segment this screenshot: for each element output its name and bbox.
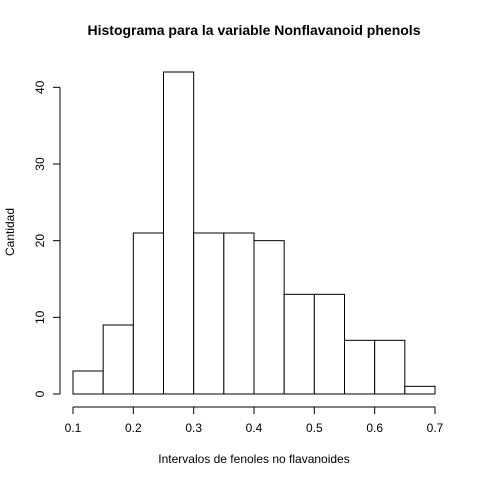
y-tick-label: 10: [33, 310, 47, 324]
x-tick-label: 0.4: [246, 421, 263, 435]
y-tick-label: 30: [33, 157, 47, 171]
x-tick-label: 0.1: [65, 421, 82, 435]
histogram-bar: [223, 232, 255, 395]
x-axis-label: Intervalos de fenoles no flavanoides: [158, 452, 349, 466]
x-tick-label: 0.2: [125, 421, 142, 435]
bars-group: [72, 71, 436, 395]
y-axis: 0 10 20 30 40: [33, 80, 61, 397]
x-tick-label: 0.6: [366, 421, 383, 435]
histogram-bar: [132, 232, 164, 395]
histogram-bar: [404, 385, 436, 395]
y-axis-label: Cantidad: [3, 208, 17, 256]
x-axis: 0.1 0.2 0.3 0.4 0.5 0.6 0.7: [65, 406, 444, 435]
histogram-bar: [102, 324, 134, 395]
x-tick-label: 0.3: [185, 421, 202, 435]
y-tick-label: 20: [33, 234, 47, 248]
y-tick-label: 0: [33, 390, 47, 397]
histogram-bar: [344, 339, 376, 395]
chart-title: Histograma para la variable Nonflavanoid…: [88, 22, 421, 38]
histogram-bar: [163, 71, 195, 395]
histogram-bar: [283, 293, 315, 395]
histogram-bar: [72, 370, 104, 395]
x-tick-label: 0.7: [427, 421, 444, 435]
x-tick-label: 0.5: [306, 421, 323, 435]
histogram-bar: [253, 240, 285, 395]
y-tick-label: 40: [33, 80, 47, 94]
histogram-bar: [374, 339, 406, 395]
histogram-bar: [313, 293, 346, 395]
histogram-bar: [193, 232, 225, 395]
